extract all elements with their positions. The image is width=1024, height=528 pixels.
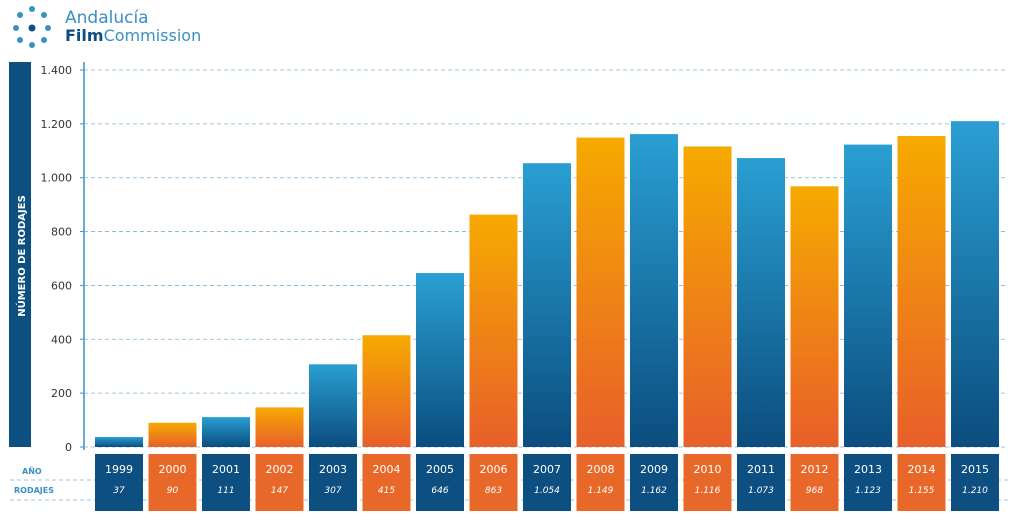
bar-2007 bbox=[523, 163, 571, 447]
x-tick-label: 2006 bbox=[480, 463, 508, 476]
y-tick-label: 400 bbox=[51, 333, 72, 346]
bar-2011 bbox=[737, 158, 785, 447]
data-label: 111 bbox=[217, 486, 234, 496]
x-tick-label: 2000 bbox=[159, 463, 187, 476]
x-tick-label: 2003 bbox=[319, 463, 347, 476]
table-cell-2005 bbox=[416, 454, 464, 511]
bar-2010 bbox=[683, 146, 732, 447]
table-cell-2002 bbox=[255, 454, 304, 511]
x-tick-label: 2001 bbox=[212, 463, 240, 476]
table-cell-2004 bbox=[362, 454, 411, 511]
bar-2014 bbox=[897, 135, 946, 447]
y-tick-label: 1.200 bbox=[41, 118, 73, 131]
x-tick-label: 2009 bbox=[640, 463, 668, 476]
x-tick-label: 2008 bbox=[587, 463, 615, 476]
table-cell-2001 bbox=[202, 454, 250, 511]
x-tick-label: 2013 bbox=[854, 463, 882, 476]
bar-2015 bbox=[951, 121, 999, 448]
row-label-year: AÑO bbox=[22, 466, 42, 476]
y-tick-label: 600 bbox=[51, 279, 72, 292]
data-label: 1.155 bbox=[909, 486, 935, 496]
table-cell-1999 bbox=[95, 454, 143, 511]
x-tick-label: 2007 bbox=[533, 463, 561, 476]
data-label: 37 bbox=[113, 486, 125, 496]
x-tick-label: 2005 bbox=[426, 463, 454, 476]
table-cell-2003 bbox=[309, 454, 357, 511]
data-label: 307 bbox=[324, 486, 341, 496]
table-cell-2015 bbox=[951, 454, 999, 511]
logo-dots-icon bbox=[13, 6, 51, 48]
x-tick-label: 2015 bbox=[961, 463, 989, 476]
bar-2013 bbox=[844, 144, 892, 447]
table-cell-2013 bbox=[844, 454, 892, 511]
x-tick-label: 1999 bbox=[105, 463, 133, 476]
data-label: 1.116 bbox=[695, 486, 721, 496]
bar-2003 bbox=[309, 364, 357, 447]
table-cell-2007 bbox=[523, 454, 571, 511]
data-label: 1.073 bbox=[748, 486, 774, 496]
bar-2001 bbox=[202, 417, 250, 447]
x-tick-label: 2002 bbox=[266, 463, 294, 476]
table-cell-2008 bbox=[576, 454, 625, 511]
bar-2009 bbox=[630, 134, 678, 447]
x-tick-label: 2010 bbox=[694, 463, 722, 476]
y-tick-label: 800 bbox=[51, 226, 72, 239]
y-axis-label: NÚMERO DE RODAJES bbox=[15, 195, 28, 317]
bar-2006 bbox=[469, 214, 518, 447]
bar-2002 bbox=[255, 407, 304, 447]
y-tick-label: 0 bbox=[65, 441, 72, 454]
data-label: 1.210 bbox=[962, 486, 988, 496]
bar-1999 bbox=[95, 437, 143, 447]
y-axis-label-band bbox=[9, 62, 31, 447]
y-tick-label: 1.000 bbox=[41, 172, 73, 185]
table-cell-2010 bbox=[683, 454, 732, 511]
table-cell-2000 bbox=[148, 454, 197, 511]
data-label: 147 bbox=[271, 486, 288, 496]
table-cell-2006 bbox=[469, 454, 518, 511]
table-cell-2012 bbox=[790, 454, 839, 511]
y-tick-label: 200 bbox=[51, 387, 72, 400]
bar-2005 bbox=[416, 273, 464, 447]
x-tick-label: 2011 bbox=[747, 463, 775, 476]
data-label: 1.162 bbox=[641, 486, 667, 496]
data-label: 415 bbox=[378, 486, 395, 496]
bar-2012 bbox=[790, 186, 839, 447]
data-label: 968 bbox=[806, 486, 823, 496]
row-label-rodajes: RODAJES bbox=[14, 486, 54, 495]
data-label: 863 bbox=[485, 486, 502, 496]
x-tick-label: 2004 bbox=[373, 463, 401, 476]
y-tick-label: 1.400 bbox=[41, 64, 73, 77]
data-label: 1.123 bbox=[855, 486, 881, 496]
bar-2004 bbox=[362, 335, 411, 447]
table-cell-2014 bbox=[897, 454, 946, 511]
table-cell-2011 bbox=[737, 454, 785, 511]
logo-film: Film bbox=[65, 26, 104, 45]
data-label: 1.149 bbox=[588, 486, 614, 496]
logo-commission: Commission bbox=[103, 26, 202, 45]
data-label: 646 bbox=[431, 486, 448, 496]
table-cell-2009 bbox=[630, 454, 678, 511]
data-label: 1.054 bbox=[534, 486, 560, 496]
data-label: 90 bbox=[167, 486, 179, 496]
bar-2008 bbox=[576, 137, 625, 448]
logo-line1: Andalucía bbox=[65, 8, 149, 28]
bar-2000 bbox=[148, 422, 197, 447]
logo-line2: FilmCommission bbox=[65, 26, 201, 45]
logo: Andalucía FilmCommission bbox=[8, 4, 208, 50]
x-tick-label: 2012 bbox=[801, 463, 829, 476]
x-tick-label: 2014 bbox=[908, 463, 936, 476]
